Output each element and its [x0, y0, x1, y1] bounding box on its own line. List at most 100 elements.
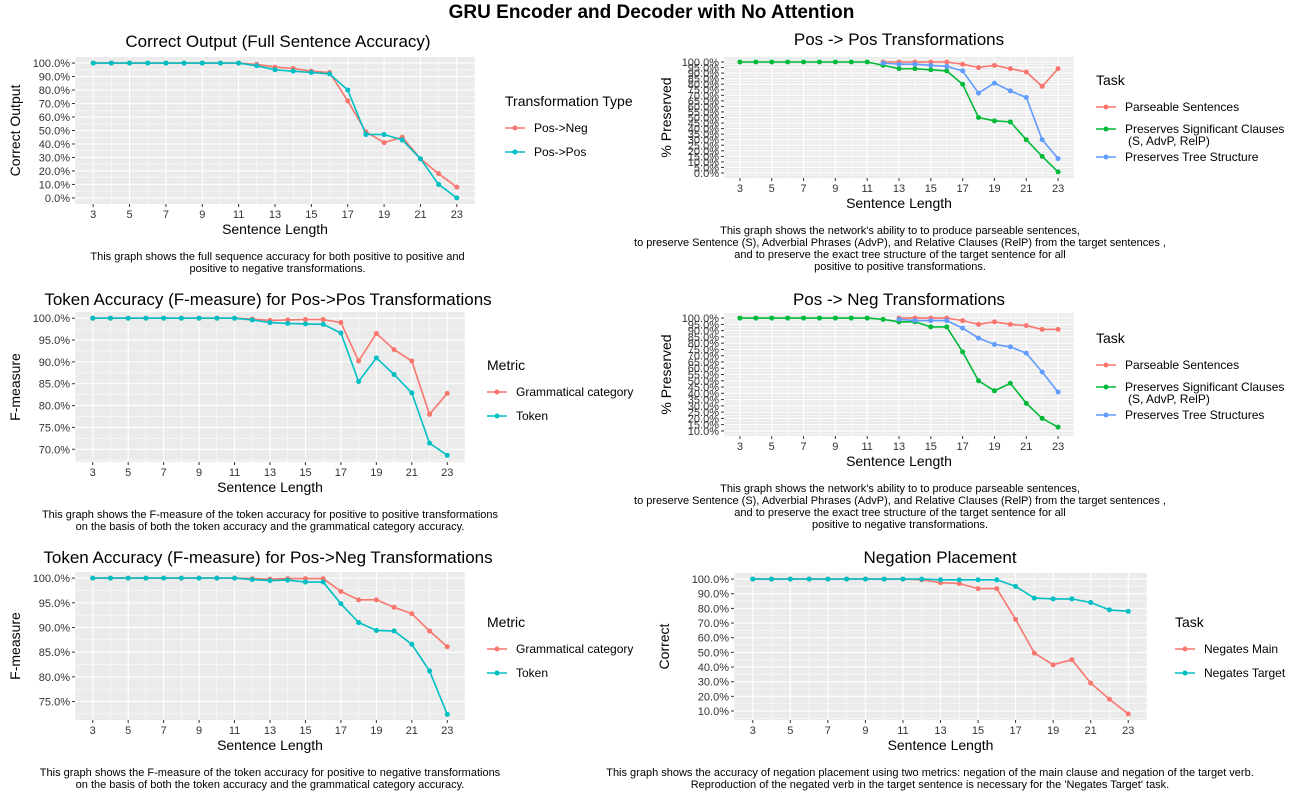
x-tick-label: 5	[125, 467, 131, 479]
page-title: GRU Encoder and Decoder with No Attentio…	[448, 2, 855, 23]
data-point	[919, 576, 925, 582]
x-tick-label: 21	[1085, 725, 1097, 737]
x-tick-label: 3	[750, 725, 756, 737]
data-point	[391, 604, 397, 610]
data-point	[960, 61, 966, 67]
y-tick-label: 80.0%	[39, 672, 70, 684]
legend-label: Parseable Sentences	[1125, 358, 1239, 372]
x-tick-label: 11	[229, 725, 240, 737]
x-tick-label: 5	[787, 725, 793, 737]
legend-label: (S, AdvP, RelP)	[1128, 392, 1210, 406]
x-axis-label: Sentence Length	[222, 221, 328, 237]
y-tick-label: 80.0%	[698, 603, 729, 615]
caption-token-accuracy-pos-pos: This graph shows the F-measure of the to…	[41, 509, 499, 533]
y-tick-label: 100.0%	[33, 573, 71, 585]
legend-key-point	[494, 389, 500, 395]
data-point	[1031, 595, 1037, 601]
data-point	[753, 59, 759, 65]
data-point	[1055, 169, 1061, 175]
data-point	[1039, 153, 1045, 159]
y-tick-label: 90.0%	[39, 357, 70, 369]
y-tick-label: 40.0%	[698, 662, 729, 674]
y-tick-label: 15.0%	[688, 420, 719, 432]
data-point	[844, 576, 850, 582]
data-point	[345, 98, 351, 104]
data-point	[991, 118, 997, 124]
y-tick-label: 65.0%	[688, 96, 719, 108]
data-point	[409, 611, 415, 617]
legend-key-point	[1103, 412, 1109, 418]
x-tick-label: 17	[1009, 725, 1021, 737]
y-tick-label: 100.0%	[33, 313, 71, 325]
data-point	[1007, 119, 1013, 125]
x-tick-label: 5	[769, 183, 775, 195]
data-point	[1055, 326, 1061, 332]
x-tick-label: 19	[370, 725, 382, 737]
legend-title: Task	[1096, 72, 1126, 88]
x-tick-label: 17	[335, 467, 347, 479]
y-tick-label: 95.0%	[688, 63, 719, 75]
data-point	[254, 63, 260, 69]
data-point	[1106, 607, 1112, 613]
x-tick-label: 7	[163, 209, 169, 221]
data-point	[409, 390, 415, 396]
x-tick-label: 9	[199, 209, 205, 221]
x-tick-label: 11	[229, 467, 240, 479]
legend-key-point	[1103, 154, 1109, 160]
x-tick-label: 15	[925, 441, 937, 453]
legend-title: Task	[1096, 330, 1126, 346]
data-point	[1050, 596, 1056, 602]
data-point	[127, 60, 133, 66]
data-point	[928, 67, 934, 73]
x-tick-label: 21	[1020, 441, 1032, 453]
data-point	[900, 576, 906, 582]
data-point	[108, 60, 114, 66]
y-tick-label: 40.0%	[688, 388, 719, 400]
data-point	[1023, 323, 1029, 329]
data-point	[232, 575, 238, 581]
data-point	[896, 66, 902, 72]
data-point	[345, 87, 351, 93]
data-point	[436, 171, 442, 177]
legend-key-point	[1103, 126, 1109, 132]
data-point	[125, 315, 131, 321]
y-tick-label: 20.0%	[688, 413, 719, 425]
legend-title: Task	[1175, 614, 1205, 630]
data-point	[381, 140, 387, 146]
data-point	[769, 59, 775, 65]
x-tick-label: 17	[335, 725, 347, 737]
y-tick-label: 20.0%	[39, 166, 70, 178]
data-point	[427, 440, 433, 446]
y-axis-label: F-measure	[7, 612, 23, 680]
y-tick-label: 30.0%	[688, 401, 719, 413]
y-tick-label: 75.0%	[39, 422, 70, 434]
data-point	[391, 347, 397, 353]
x-tick-label: 23	[1052, 183, 1064, 195]
chart-token-accuracy-pos-pos: Token Accuracy (F-measure) for Pos->Pos …	[7, 290, 633, 495]
data-point	[232, 315, 238, 321]
data-point	[1007, 321, 1013, 327]
chart-title: Pos -> Neg Transformations	[793, 290, 1005, 309]
data-point	[928, 318, 934, 324]
x-tick-label: 13	[934, 725, 946, 737]
data-point	[896, 61, 902, 67]
y-axis-label: Correct	[656, 623, 672, 669]
data-point	[991, 319, 997, 325]
y-tick-label: 65.0%	[688, 357, 719, 369]
data-point	[944, 324, 950, 330]
data-point	[753, 315, 759, 321]
data-point	[1007, 344, 1013, 350]
data-point	[417, 156, 423, 162]
data-point	[161, 575, 167, 581]
data-point	[912, 61, 918, 67]
x-tick-label: 19	[988, 183, 1000, 195]
data-point	[320, 317, 326, 323]
data-point	[249, 577, 255, 583]
x-tick-label: 21	[406, 725, 418, 737]
x-tick-label: 13	[264, 725, 276, 737]
data-point	[864, 59, 870, 65]
data-point	[302, 317, 308, 323]
caption-pos-pos-transformations: This graph shows the network's ability t…	[634, 225, 1166, 273]
data-point	[320, 321, 326, 327]
data-point	[960, 318, 966, 324]
